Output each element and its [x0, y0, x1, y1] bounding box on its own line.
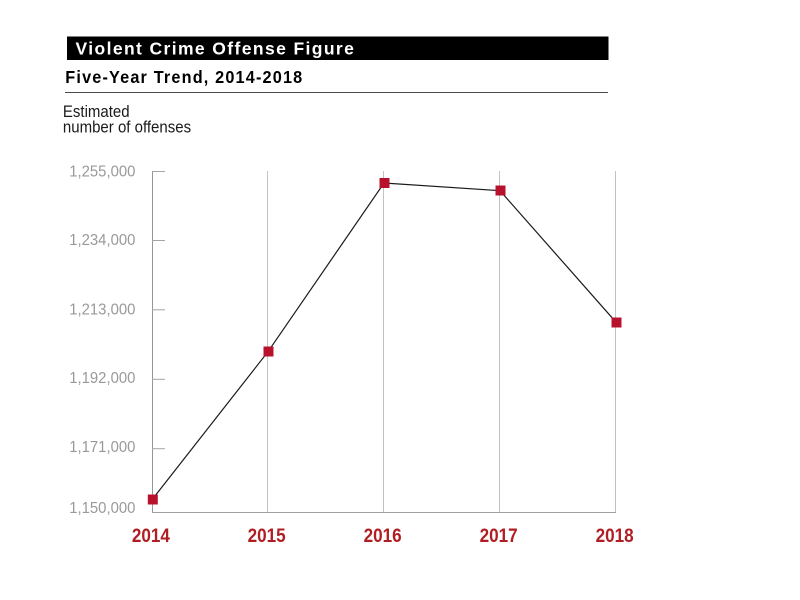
svg-text:1,213,000: 1,213,000: [69, 301, 135, 319]
svg-text:1,150,000: 1,150,000: [69, 500, 135, 518]
svg-text:Violent Crime Offense Figure: Violent Crime Offense Figure: [76, 38, 356, 58]
svg-text:1,171,000: 1,171,000: [69, 439, 135, 457]
svg-text:Five-Year Trend, 2014-2018: Five-Year Trend, 2014-2018: [65, 66, 303, 87]
svg-text:1,255,000: 1,255,000: [69, 163, 135, 181]
svg-text:number of offenses: number of offenses: [63, 119, 191, 137]
svg-text:2014: 2014: [132, 525, 170, 546]
svg-text:2018: 2018: [596, 525, 634, 546]
svg-text:2016: 2016: [364, 525, 402, 546]
svg-text:2017: 2017: [480, 525, 518, 546]
svg-text:Estimated: Estimated: [63, 103, 130, 121]
svg-text:1,234,000: 1,234,000: [69, 232, 135, 250]
svg-text:2015: 2015: [248, 525, 286, 546]
svg-text:1,192,000: 1,192,000: [69, 370, 135, 388]
